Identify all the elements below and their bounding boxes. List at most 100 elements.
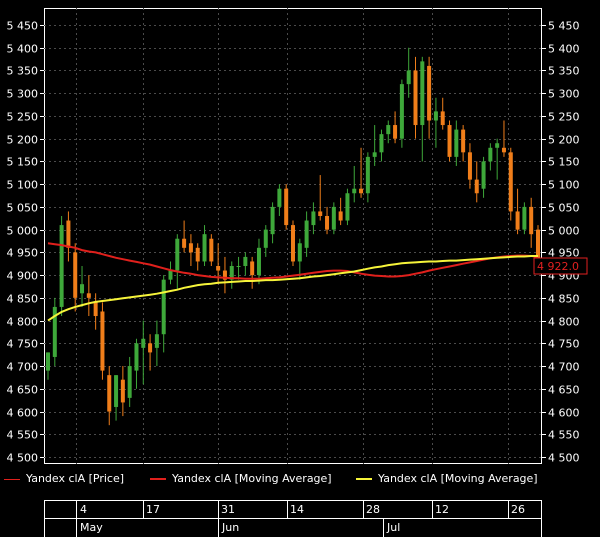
candle-body xyxy=(515,211,520,230)
candle-body xyxy=(291,225,295,262)
candle-body xyxy=(352,188,357,194)
candle-body xyxy=(331,206,336,230)
candle xyxy=(352,165,357,203)
last-price-box xyxy=(533,257,588,275)
candle xyxy=(250,256,255,289)
candle xyxy=(467,143,472,189)
y-tick-label-left: 4 800 xyxy=(7,316,39,329)
y-tick-label-right: 5 150 xyxy=(548,156,580,169)
candle xyxy=(304,211,309,257)
candle-body xyxy=(311,211,316,226)
candle xyxy=(229,261,234,289)
candle-body xyxy=(168,270,173,280)
candle xyxy=(311,202,316,235)
candle-body xyxy=(229,266,234,280)
candle-body xyxy=(447,125,452,157)
y-tick-label-right: 4 700 xyxy=(548,361,580,374)
candle xyxy=(495,138,500,180)
time-axis: 4 17 31 14 28 12 26 May Jun Jul xyxy=(44,500,542,537)
candle xyxy=(501,120,506,157)
candle-body xyxy=(304,220,309,248)
y-tick-label-left: 5 000 xyxy=(7,225,39,238)
candle-body xyxy=(195,247,200,262)
candle xyxy=(529,197,534,248)
candle-body xyxy=(359,188,364,194)
candle-body xyxy=(488,147,493,162)
legend-item-ma-yellow[interactable]: Yandex clA [Moving Average] xyxy=(356,472,538,485)
candle-body xyxy=(393,125,398,139)
candle xyxy=(127,356,132,407)
date-label-14: 14 xyxy=(290,503,304,516)
y-tick-label-right: 5 100 xyxy=(548,179,580,192)
y-tick-label-right: 5 200 xyxy=(548,134,580,147)
candle xyxy=(270,202,275,244)
candle xyxy=(474,161,479,203)
candle xyxy=(393,111,398,144)
candle xyxy=(100,302,105,380)
date-label-28: 28 xyxy=(366,503,380,516)
candle-body xyxy=(318,211,323,216)
candle xyxy=(447,120,452,162)
candle-body xyxy=(134,343,139,371)
legend-swatch-ma-yellow xyxy=(356,478,372,480)
y-tick-label-left: 4 600 xyxy=(7,407,39,420)
candle-body xyxy=(209,238,214,262)
y-tick-label-left: 5 350 xyxy=(7,65,39,78)
candle xyxy=(182,220,187,253)
candle xyxy=(202,225,207,267)
candle-body xyxy=(236,266,241,268)
legend-label-ma-red: Yandex clA [Moving Average] xyxy=(172,472,332,485)
candle xyxy=(209,234,214,267)
y-tick-label-left: 5 450 xyxy=(7,20,39,33)
candle-body xyxy=(263,229,268,248)
candle-body xyxy=(175,238,180,271)
candle xyxy=(59,215,64,317)
y-tick-label-right: 4 600 xyxy=(548,407,580,420)
month-label-jun: Jun xyxy=(222,521,240,534)
y-tick-label-left: 4 950 xyxy=(7,247,39,260)
candle-body xyxy=(399,84,404,139)
y-tick-label-left: 4 900 xyxy=(7,270,39,283)
candle xyxy=(420,56,425,162)
candle-body xyxy=(250,261,255,276)
candle xyxy=(175,234,180,289)
y-tick-label-right: 5 450 xyxy=(548,20,580,33)
candle-body xyxy=(501,147,506,153)
candle-body xyxy=(80,284,85,294)
date-label-17: 17 xyxy=(146,503,160,516)
candle-body xyxy=(93,302,98,317)
candle-body xyxy=(481,161,486,189)
candle xyxy=(461,125,466,162)
candle-body xyxy=(141,338,146,348)
candle xyxy=(86,275,91,317)
candle-body xyxy=(46,352,50,371)
y-tick-label-right: 4 650 xyxy=(548,384,580,397)
candle xyxy=(318,175,323,221)
candle-body xyxy=(379,134,384,153)
candle xyxy=(120,366,125,417)
candle-body xyxy=(161,279,166,335)
y-tick-label-right: 4 500 xyxy=(548,452,580,465)
candle xyxy=(141,320,146,385)
legend-item-price[interactable]: Yandex clA [Price] xyxy=(4,472,124,485)
candle-body xyxy=(522,206,527,230)
date-label-31: 31 xyxy=(221,503,235,516)
candle xyxy=(195,243,200,271)
candle xyxy=(413,56,418,139)
candle xyxy=(256,238,261,285)
candle-body xyxy=(427,65,432,121)
candle-body xyxy=(413,70,418,126)
candle xyxy=(379,129,384,162)
candle-body xyxy=(406,70,411,85)
date-label-26: 26 xyxy=(511,503,525,516)
candle-body xyxy=(216,266,221,271)
month-label-may: May xyxy=(80,521,103,534)
candle xyxy=(188,234,193,267)
y-tick-label-left: 5 150 xyxy=(7,156,39,169)
y-tick-label-left: 5 300 xyxy=(7,88,39,101)
candle xyxy=(345,188,350,226)
legend-item-ma-red[interactable]: Yandex clA [Moving Average] xyxy=(150,472,332,485)
legend-label-ma-yellow: Yandex clA [Moving Average] xyxy=(378,472,538,485)
candle xyxy=(386,120,391,144)
candle-body xyxy=(372,152,377,157)
